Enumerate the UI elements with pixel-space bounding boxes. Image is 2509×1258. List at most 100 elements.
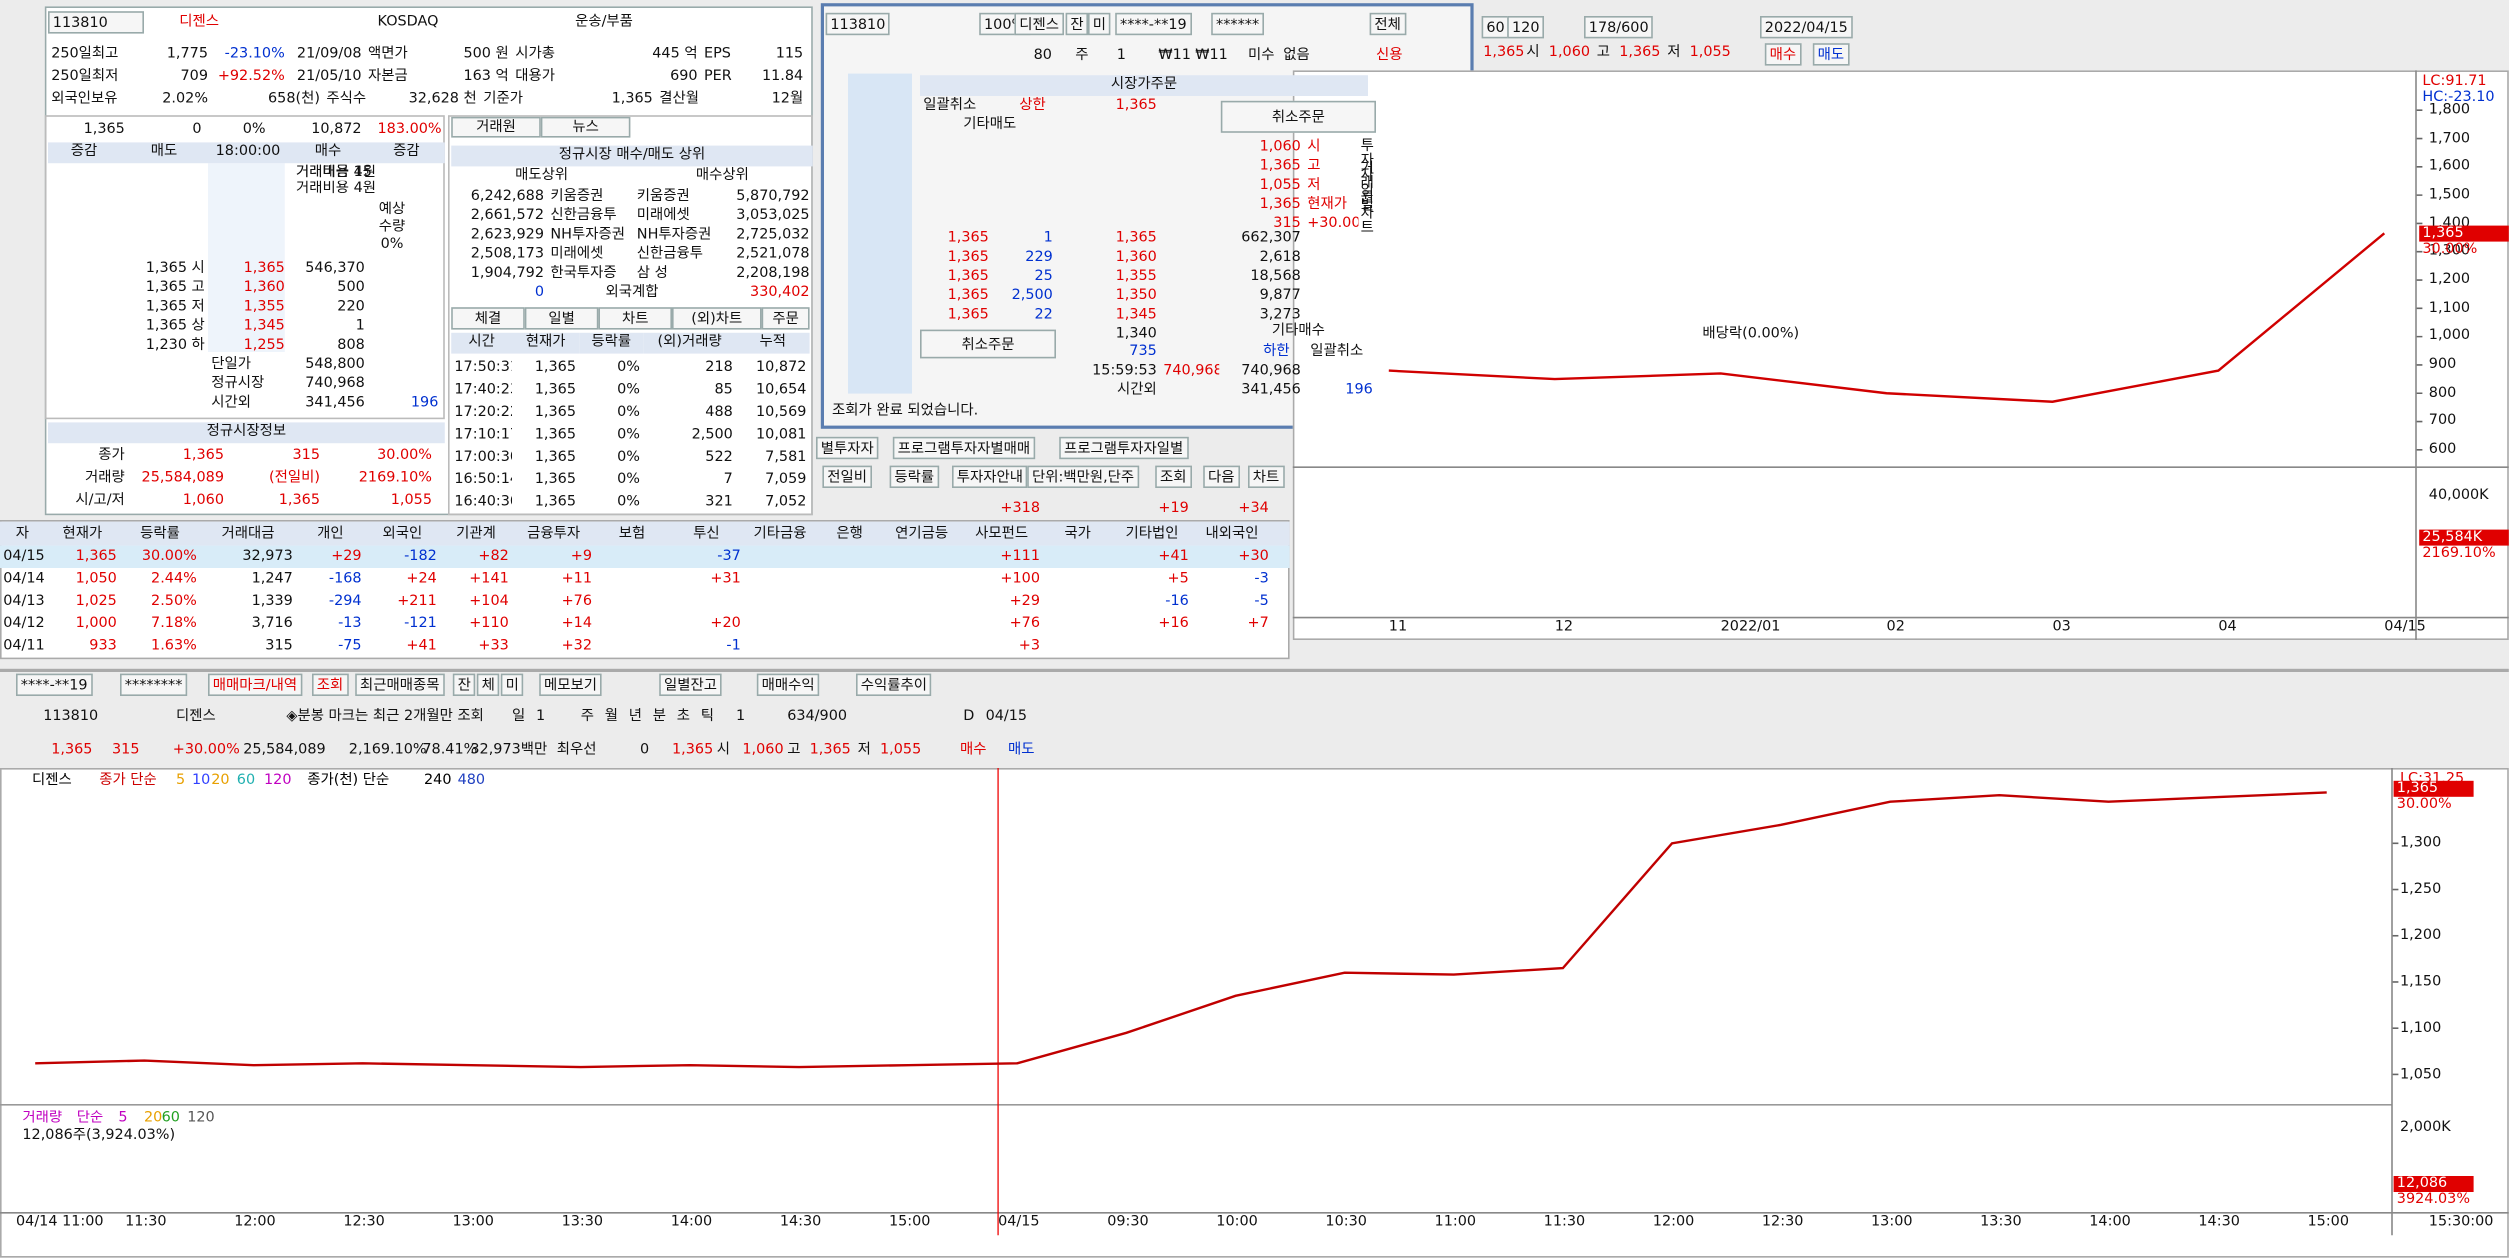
tab[interactable]: 체결 [451,307,525,330]
investor-header: 기타금융 [753,526,807,543]
tab[interactable]: 뉴스 [540,116,631,138]
summary-cell: 183.00% [377,121,442,138]
x-tick-label: 09:30 [1107,1214,1149,1231]
investor-row: 04/11 [3,638,45,655]
order-toolbar[interactable]: 전체 [1369,12,1406,36]
trade-info: 거래비용 4원 [296,164,376,181]
option[interactable]: 다음 [1203,465,1240,488]
x-tick-label: 12:00 [1652,1214,1695,1231]
toolbar-button[interactable]: ******** [120,673,188,696]
broker-row: 신한금융투 [550,208,617,224]
investor-row: +9 [570,548,592,565]
x-tick-label: 14:00 [2089,1214,2131,1231]
investor-row: -37 [717,548,741,565]
legend-item: 480 [457,772,486,789]
tick-row: 17:00:30 [454,449,512,466]
investor-row: 1,000 [75,616,117,632]
option[interactable]: 전일비 [822,465,872,488]
broker-row: 2,508,173 [470,246,544,263]
chart-toolbar[interactable]: 60 [1481,16,1510,39]
x-tick-label: 13:00 [452,1214,494,1231]
label: 기타매도 [963,116,1017,133]
trade-info: 거래대금 15 [296,164,372,181]
chart-toolbar[interactable]: 2022/04/15 [1760,16,1853,39]
button[interactable]: 취소주문 [920,329,1056,359]
tab[interactable]: 차트 [598,307,672,330]
legend-item: 60 [236,772,256,789]
info-cell: 21/05/10 [296,68,362,85]
option[interactable]: 차트 [1248,465,1285,488]
order-toolbar[interactable]: 미 [1088,12,1111,36]
book-row: 1,365 [243,260,285,277]
broker-row: 5,870,792 [736,188,810,205]
order-toolbar[interactable]: ****-**19 [1115,12,1192,36]
x-tick-label: 04/15 [2384,619,2426,636]
order-book-row: 1 [1043,230,1053,247]
investor-row: 1,025 [75,593,117,610]
order-toolbar[interactable]: ****** [1211,12,1264,36]
toolbar-button[interactable]: 메모보기 [539,673,602,696]
order-option: 신용 [1376,48,1403,64]
toolbar-item: 113810 [43,708,99,725]
side-tab[interactable]: 투자자 [1358,137,1373,181]
tab[interactable]: 프로그램투자자일별 [1059,436,1189,460]
toolbar-button[interactable]: 매매수익 [756,673,820,696]
tick-row: 1,365 [534,472,576,488]
x-tick-label: 14:30 [2198,1214,2240,1231]
toolbar-button[interactable]: 매매마크/내역 [208,673,302,696]
option[interactable]: 단위:백만원,단주 [1027,465,1139,488]
tick-row: 7,581 [765,449,807,466]
order-toolbar[interactable]: 113810 [825,12,891,36]
order-toolbar[interactable]: 디젠스 [1014,12,1064,36]
x-tick-label: 12:00 [234,1214,276,1231]
book-row: 808 [337,337,365,354]
book-row: 1,255 [243,337,285,354]
chart-toolbar[interactable]: 178/600 [1584,16,1654,39]
button[interactable]: 매수 [1764,43,1801,66]
toolbar-button[interactable]: 일별잔고 [659,673,722,696]
button[interactable]: 매도 [1812,43,1849,66]
tab[interactable]: 거래원 [451,116,541,138]
tab[interactable]: (외)차트 [672,307,762,330]
toolbar-button[interactable]: 체 [476,673,500,696]
regular-row: 종가 [98,448,125,464]
y-tick-label: 1,800 [2428,102,2471,119]
toolbar-button[interactable]: 수익률추이 [856,673,932,696]
option[interactable]: 조회 [1155,465,1192,488]
y-tick-label: 600 [2428,441,2457,458]
toolbar-item: 1 [736,708,746,725]
stock-code[interactable]: 113810 [48,11,144,34]
quote-item: 매수 [960,742,987,759]
tab[interactable]: 일별 [524,307,599,330]
info-cell: 32,628 천 [408,91,477,108]
toolbar-button[interactable]: 미 [500,673,524,696]
tick-row: 0% [617,494,640,511]
button[interactable]: 취소주문 [1220,100,1376,133]
toolbar-button[interactable]: 조회 [312,673,349,696]
toolbar-item: 디젠스 [176,708,216,725]
investor-header: 연기금등 [895,526,949,543]
button[interactable]: 일괄취소 [923,97,977,114]
tab[interactable]: 프로그램투자자별매매 [892,436,1035,460]
toolbar-button[interactable]: 잔 [452,673,476,696]
chart-quote: 시 [1526,44,1540,61]
side-tab[interactable]: 차트 [1358,204,1373,234]
chart-toolbar[interactable]: 120 [1507,16,1545,39]
option[interactable]: 투자자안내 [952,465,1028,488]
investor-row: -3 [1254,571,1269,588]
toolbar-button[interactable]: 최근매매종목 [355,673,445,696]
toolbar-item: 04/15 [985,708,1028,725]
tab[interactable]: 주문 [761,307,810,330]
investor-row: -294 [328,593,362,610]
toolbar-button[interactable]: ****-**19 [16,673,93,696]
tick-row: 17:40:23 [454,382,512,399]
legend-item: 20 [144,1110,163,1127]
side-tab[interactable]: 거래원 [1358,160,1373,204]
order-toolbar[interactable]: 잔 [1065,12,1089,36]
tick-row: 17:10:17 [454,427,512,444]
tab[interactable]: 별투자자 [816,436,879,460]
option[interactable]: 등락률 [889,465,939,488]
chart-quote: 1,055 [1689,44,1731,61]
side-tab[interactable]: 일별 [1358,182,1373,212]
